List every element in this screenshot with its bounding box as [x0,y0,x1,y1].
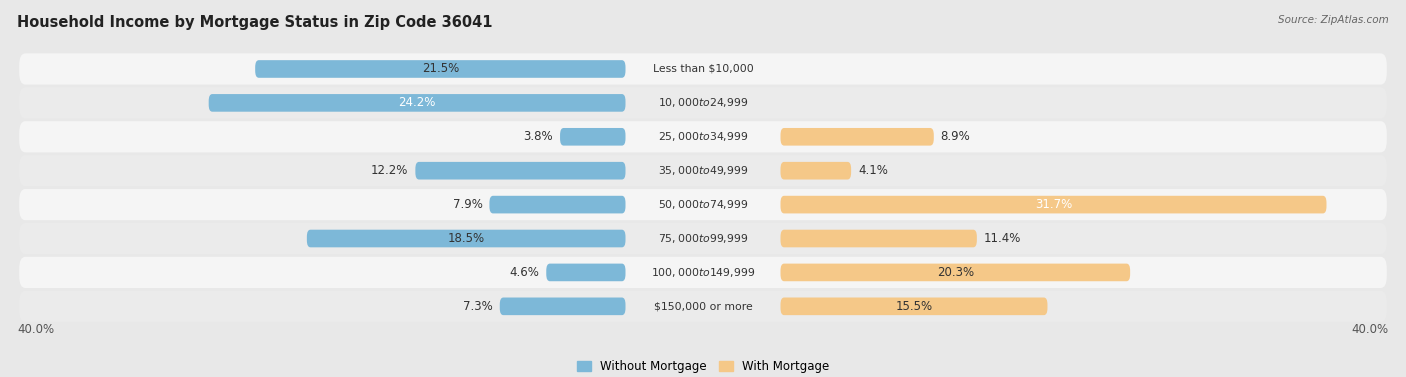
FancyBboxPatch shape [20,189,1386,220]
Legend: Without Mortgage, With Mortgage: Without Mortgage, With Mortgage [572,355,834,377]
FancyBboxPatch shape [415,162,626,179]
FancyBboxPatch shape [256,60,626,78]
FancyBboxPatch shape [20,257,1386,288]
FancyBboxPatch shape [20,121,1386,152]
Text: Source: ZipAtlas.com: Source: ZipAtlas.com [1278,15,1389,25]
FancyBboxPatch shape [20,87,1386,118]
Text: 15.5%: 15.5% [896,300,932,313]
Text: $75,000 to $99,999: $75,000 to $99,999 [658,232,748,245]
FancyBboxPatch shape [489,196,626,213]
Text: Household Income by Mortgage Status in Zip Code 36041: Household Income by Mortgage Status in Z… [17,15,492,30]
Text: 40.0%: 40.0% [1351,323,1389,336]
Text: 4.6%: 4.6% [509,266,540,279]
Text: $25,000 to $34,999: $25,000 to $34,999 [658,130,748,143]
Text: 21.5%: 21.5% [422,63,458,75]
Text: 8.9%: 8.9% [941,130,970,143]
Text: $10,000 to $24,999: $10,000 to $24,999 [658,97,748,109]
FancyBboxPatch shape [560,128,626,146]
Text: 40.0%: 40.0% [17,323,55,336]
FancyBboxPatch shape [20,291,1386,322]
FancyBboxPatch shape [780,196,1326,213]
FancyBboxPatch shape [307,230,626,247]
Text: 20.3%: 20.3% [936,266,974,279]
Text: 24.2%: 24.2% [398,97,436,109]
Text: Less than $10,000: Less than $10,000 [652,64,754,74]
Text: 7.3%: 7.3% [463,300,494,313]
Text: 7.9%: 7.9% [453,198,482,211]
FancyBboxPatch shape [780,128,934,146]
FancyBboxPatch shape [208,94,626,112]
FancyBboxPatch shape [20,155,1386,186]
Text: $35,000 to $49,999: $35,000 to $49,999 [658,164,748,177]
FancyBboxPatch shape [780,264,1130,281]
Text: $150,000 or more: $150,000 or more [654,301,752,311]
Text: $100,000 to $149,999: $100,000 to $149,999 [651,266,755,279]
Text: 18.5%: 18.5% [447,232,485,245]
FancyBboxPatch shape [499,297,626,315]
Text: 11.4%: 11.4% [984,232,1021,245]
FancyBboxPatch shape [780,297,1047,315]
FancyBboxPatch shape [20,223,1386,254]
FancyBboxPatch shape [547,264,626,281]
FancyBboxPatch shape [780,162,851,179]
Text: $50,000 to $74,999: $50,000 to $74,999 [658,198,748,211]
Text: 4.1%: 4.1% [858,164,887,177]
Text: 3.8%: 3.8% [523,130,553,143]
Text: 31.7%: 31.7% [1035,198,1073,211]
FancyBboxPatch shape [780,230,977,247]
FancyBboxPatch shape [20,54,1386,84]
Text: 12.2%: 12.2% [371,164,409,177]
